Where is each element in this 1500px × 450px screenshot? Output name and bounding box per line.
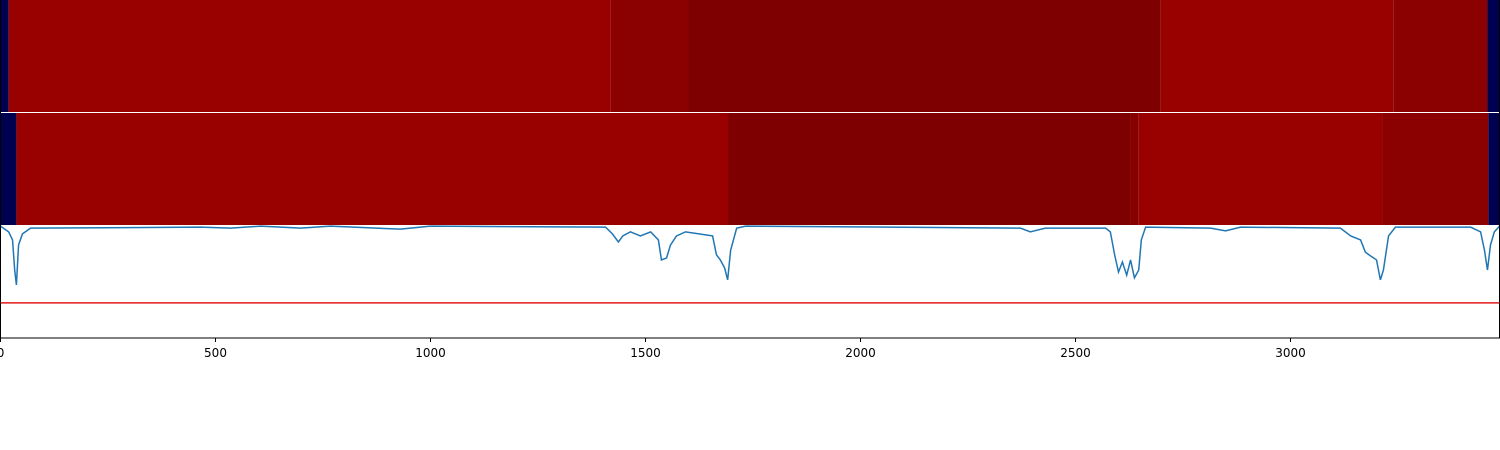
x-tick-label: 0 xyxy=(0,346,4,360)
heatmap-segment xyxy=(8,0,611,112)
heatmap-segment xyxy=(1130,113,1139,225)
heatmap-segment xyxy=(1160,0,1394,112)
x-tick-label: 500 xyxy=(204,346,227,360)
x-tick-label: 2500 xyxy=(1060,346,1091,360)
heatmap-segment xyxy=(1382,113,1489,225)
heatmap-segment xyxy=(610,0,689,112)
x-tick-label: 2000 xyxy=(845,346,876,360)
heatmap-segment xyxy=(1138,113,1383,225)
x-tick-label: 1500 xyxy=(630,346,661,360)
line-series xyxy=(0,225,1500,286)
x-tick-label: 1000 xyxy=(415,346,446,360)
heatmap-segment xyxy=(728,113,1131,225)
heatmap-segment xyxy=(0,113,17,225)
heatmap-segment xyxy=(688,0,1161,112)
heatmap-segment xyxy=(0,0,9,112)
heatmap-segment xyxy=(1487,0,1500,112)
heatmap-segment xyxy=(16,113,729,225)
heatmap-segment xyxy=(1393,0,1488,112)
x-tick-label: 3000 xyxy=(1275,346,1306,360)
heatmap-segment xyxy=(1488,113,1500,225)
